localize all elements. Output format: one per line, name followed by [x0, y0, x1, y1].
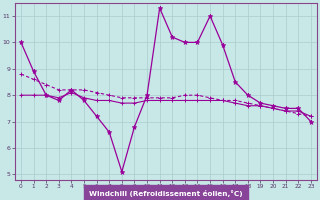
X-axis label: Windchill (Refroidissement éolien,°C): Windchill (Refroidissement éolien,°C) — [89, 190, 243, 197]
